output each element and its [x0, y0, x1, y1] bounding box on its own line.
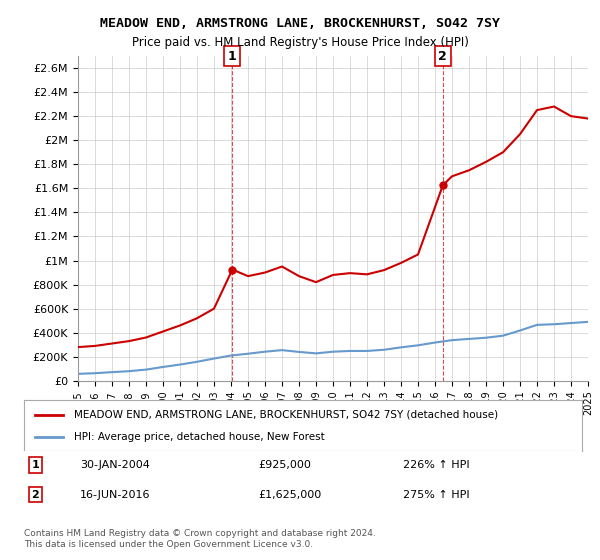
Text: Price paid vs. HM Land Registry's House Price Index (HPI): Price paid vs. HM Land Registry's House …: [131, 36, 469, 49]
Text: MEADOW END, ARMSTRONG LANE, BROCKENHURST, SO42 7SY (detached house): MEADOW END, ARMSTRONG LANE, BROCKENHURST…: [74, 409, 499, 419]
Text: HPI: Average price, detached house, New Forest: HPI: Average price, detached house, New …: [74, 432, 325, 442]
Text: 1: 1: [31, 460, 39, 470]
Text: £1,625,000: £1,625,000: [259, 489, 322, 500]
Text: 1: 1: [228, 49, 237, 63]
Text: £925,000: £925,000: [259, 460, 311, 470]
Text: Contains HM Land Registry data © Crown copyright and database right 2024.
This d: Contains HM Land Registry data © Crown c…: [24, 529, 376, 549]
Text: 2: 2: [439, 49, 447, 63]
Text: 2: 2: [31, 489, 39, 500]
Text: MEADOW END, ARMSTRONG LANE, BROCKENHURST, SO42 7SY: MEADOW END, ARMSTRONG LANE, BROCKENHURST…: [100, 17, 500, 30]
Text: 30-JAN-2004: 30-JAN-2004: [80, 460, 149, 470]
Text: 16-JUN-2016: 16-JUN-2016: [80, 489, 151, 500]
Text: 226% ↑ HPI: 226% ↑ HPI: [403, 460, 470, 470]
Text: 275% ↑ HPI: 275% ↑ HPI: [403, 489, 470, 500]
